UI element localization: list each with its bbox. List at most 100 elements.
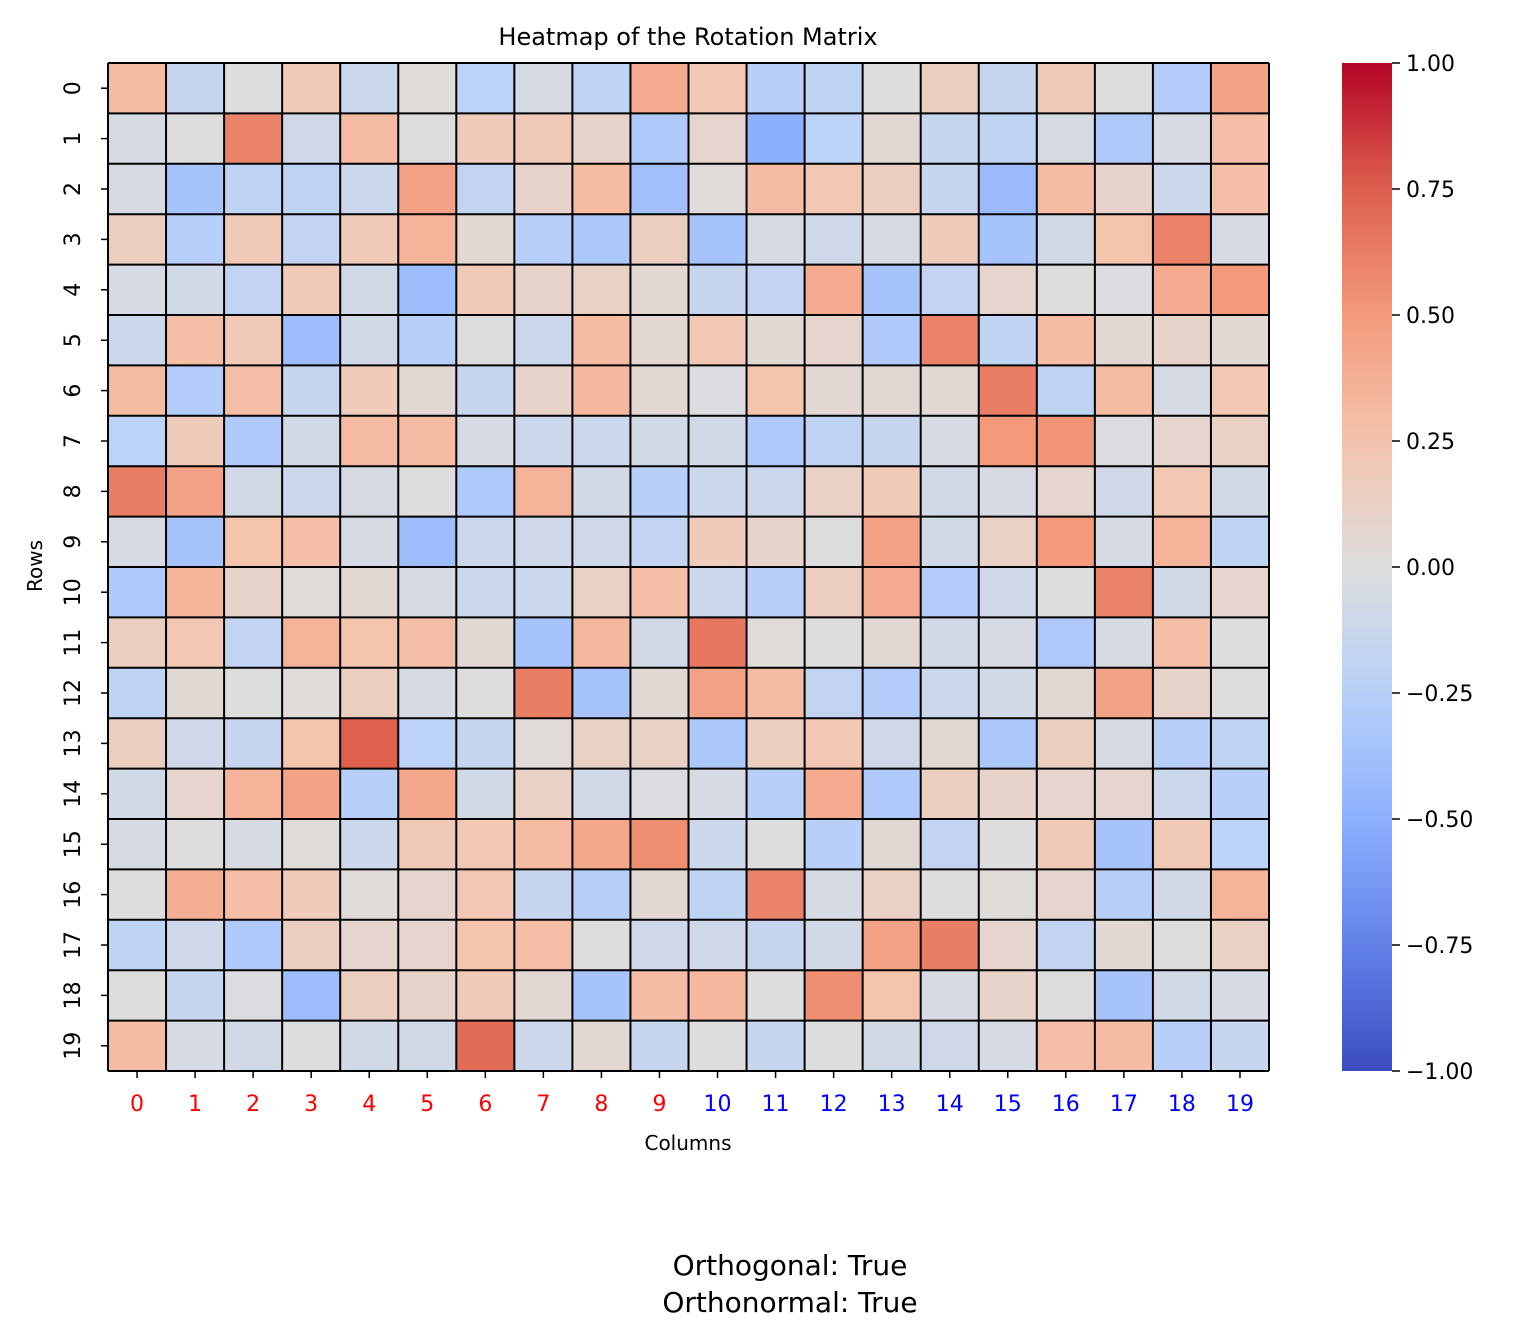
heatmap-cell — [224, 516, 283, 567]
heatmap-cell — [1210, 617, 1269, 668]
heatmap-cell — [688, 869, 747, 920]
heatmap-cell — [282, 214, 341, 265]
heatmap-cell — [862, 63, 921, 114]
heatmap-cell — [862, 466, 921, 517]
heatmap-cell — [1036, 214, 1095, 265]
heatmap-cell — [572, 617, 631, 668]
heatmap-cell — [572, 365, 631, 416]
heatmap-cell — [1152, 667, 1211, 719]
heatmap-cell — [282, 768, 341, 819]
heatmap-cell — [282, 63, 341, 114]
heatmap-cell — [398, 214, 457, 265]
y-tick-label: 4 — [61, 283, 86, 297]
colorbar-tick-label: −0.50 — [1406, 808, 1473, 833]
heatmap-cell — [456, 919, 515, 971]
heatmap-cell — [1094, 819, 1153, 870]
heatmap-cell — [746, 819, 805, 870]
heatmap-cell — [746, 63, 805, 114]
heatmap-cell — [398, 415, 457, 467]
heatmap-cell — [166, 819, 225, 870]
heatmap-cell — [1036, 264, 1095, 315]
heatmap-cell — [804, 163, 863, 215]
heatmap-cell — [862, 819, 921, 870]
heatmap-cell — [1210, 919, 1269, 971]
heatmap-cell — [688, 919, 747, 971]
heatmap-cell — [398, 113, 457, 164]
heatmap-cell — [746, 415, 805, 467]
x-tick-label: 17 — [1110, 1092, 1138, 1117]
y-tick-label: 10 — [61, 578, 86, 606]
heatmap-cell — [978, 667, 1037, 719]
heatmap-cell — [166, 214, 225, 265]
heatmap-cell — [456, 970, 515, 1021]
heatmap-cell — [1094, 466, 1153, 517]
heatmap-cell — [108, 617, 167, 668]
colorbar-tick-label: −0.25 — [1406, 682, 1473, 707]
heatmap-cell — [1036, 365, 1095, 416]
heatmap-cell — [1094, 415, 1153, 467]
heatmap-cell — [746, 970, 805, 1021]
heatmap-cell — [108, 768, 167, 819]
heatmap-cell — [340, 113, 399, 164]
y-tick-label: 9 — [61, 535, 86, 549]
heatmap-cell — [746, 315, 805, 366]
heatmap-cell — [572, 919, 631, 971]
heatmap-cell — [224, 919, 283, 971]
x-tick-label: 6 — [478, 1092, 492, 1117]
heatmap-cell — [166, 768, 225, 819]
heatmap-cell — [572, 768, 631, 819]
heatmap-cell — [340, 63, 399, 114]
heatmap-cell — [1210, 466, 1269, 517]
heatmap-cell — [1152, 617, 1211, 668]
heatmap-cell — [1152, 516, 1211, 567]
heatmap-cell — [456, 365, 515, 416]
heatmap-cell — [108, 264, 167, 315]
heatmap-cell — [920, 567, 979, 618]
heatmap-cell — [224, 667, 283, 719]
heatmap-cell — [746, 567, 805, 618]
heatmap-cell — [166, 264, 225, 315]
heatmap-cell — [746, 718, 805, 769]
heatmap-cell — [688, 667, 747, 719]
heatmap-cell — [340, 869, 399, 920]
heatmap-cell — [398, 768, 457, 819]
heatmap-cell — [166, 163, 225, 215]
heatmap-cell — [978, 315, 1037, 366]
heatmap-cell — [282, 163, 341, 215]
heatmap-cell — [1210, 667, 1269, 719]
heatmap-cell — [108, 365, 167, 416]
heatmap-cell — [572, 466, 631, 517]
heatmap-cell — [1036, 466, 1095, 517]
heatmap-cell — [1036, 819, 1095, 870]
heatmap-cell — [456, 516, 515, 567]
heatmap-cell — [1210, 113, 1269, 164]
heatmap-cell — [456, 113, 515, 164]
heatmap-cell — [1036, 415, 1095, 467]
heatmap-cell — [804, 516, 863, 567]
heatmap-cell — [398, 365, 457, 416]
heatmap-cell — [630, 163, 689, 215]
heatmap-cell — [688, 1020, 747, 1071]
heatmap-cell — [688, 970, 747, 1021]
heatmap-cell — [514, 617, 573, 668]
heatmap-cell — [920, 718, 979, 769]
heatmap-cell — [224, 819, 283, 870]
heatmap-cell — [688, 163, 747, 215]
heatmap-cell — [1094, 113, 1153, 164]
heatmap-cell — [166, 63, 225, 114]
heatmap-cell — [282, 617, 341, 668]
heatmap-cell — [1152, 163, 1211, 215]
heatmap-cell — [456, 1020, 515, 1071]
x-tick-label: 16 — [1052, 1092, 1080, 1117]
heatmap-cell — [1036, 516, 1095, 567]
heatmap-cell — [514, 163, 573, 215]
heatmap-cell — [1152, 264, 1211, 315]
heatmap-cell — [340, 1020, 399, 1071]
heatmap-cell — [978, 869, 1037, 920]
heatmap-cell — [514, 264, 573, 315]
colorbar-tick-label: 1.00 — [1406, 52, 1455, 77]
heatmap-cell — [514, 667, 573, 719]
heatmap-cell — [282, 667, 341, 719]
heatmap-cell — [630, 617, 689, 668]
heatmap-cell — [224, 1020, 283, 1071]
